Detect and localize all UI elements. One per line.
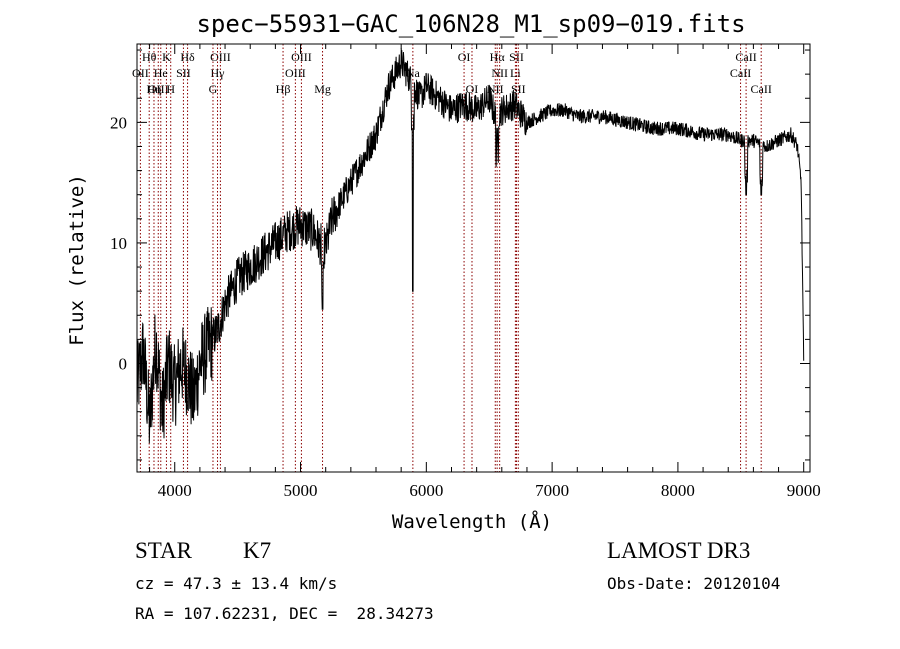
marker-label-26: CaII (730, 66, 751, 80)
x-tick-label-6000: 6000 (409, 481, 443, 500)
coordinates: RA = 107.62231, DEC = 28.34273 (135, 604, 434, 623)
marker-label-19: Hα (490, 50, 506, 64)
marker-label-5: Hη (147, 82, 162, 96)
x-tick-label-9000: 9000 (787, 481, 821, 500)
marker-label-3: K (162, 50, 171, 64)
marker-label-1: OII (132, 66, 149, 80)
marker-label-14: OIII (285, 66, 306, 80)
spectrum-line (136, 48, 805, 444)
chart-title: spec−55931−GAC_106N28_M1_sp09−019.fits (196, 10, 745, 38)
marker-label-21: NII (491, 66, 508, 80)
plot-frame (136, 43, 811, 473)
axis-ticks: 4000 5000 6000 7000 8000 9000 0 10 20 (110, 44, 821, 500)
plot-area (136, 43, 811, 473)
x-tick-label-4000: 4000 (158, 481, 192, 500)
marker-label-18: OI (466, 82, 479, 96)
marker-label-17: OI (458, 50, 471, 64)
marker-label-11: G (209, 82, 218, 96)
observation-date: Obs-Date: 20120104 (607, 574, 781, 593)
marker-label-22: Li (510, 66, 521, 80)
x-tick-label-7000: 7000 (535, 481, 569, 500)
x-tick-label-8000: 8000 (661, 481, 695, 500)
marker-label-0: Hθ (142, 50, 157, 64)
marker-label-15: Mg (314, 82, 331, 96)
marker-label-9: OIII (210, 50, 231, 64)
survey-name: LAMOST DR3 (607, 538, 751, 563)
object-subclass: K7 (243, 538, 272, 563)
y-tick-label-0: 0 (119, 354, 128, 373)
object-class: STAR (135, 538, 192, 563)
marker-label-7: Hδ (180, 50, 195, 64)
y-tick-label-10: 10 (110, 234, 127, 253)
x-tick-label-5000: 5000 (284, 481, 318, 500)
y-tick-label-20: 20 (110, 113, 127, 132)
marker-label-2: OIII (148, 82, 169, 96)
marker-label-25: CaII (735, 50, 756, 64)
marker-label-27: CaII (751, 82, 772, 96)
marker-label-4: He (154, 66, 168, 80)
x-axis-label: Wavelength (Å) (392, 510, 552, 533)
marker-label-20: SII (509, 50, 524, 64)
marker-label-10: Hγ (211, 66, 226, 80)
y-axis-label: Flux (relative) (66, 174, 88, 346)
marker-label-12: Hβ (276, 82, 291, 96)
marker-label-6: H (166, 82, 175, 96)
redshift-cz: cz = 47.3 ± 13.4 km/s (135, 574, 338, 593)
marker-label-8: SII (176, 66, 191, 80)
marker-label-13: OIII (291, 50, 312, 64)
